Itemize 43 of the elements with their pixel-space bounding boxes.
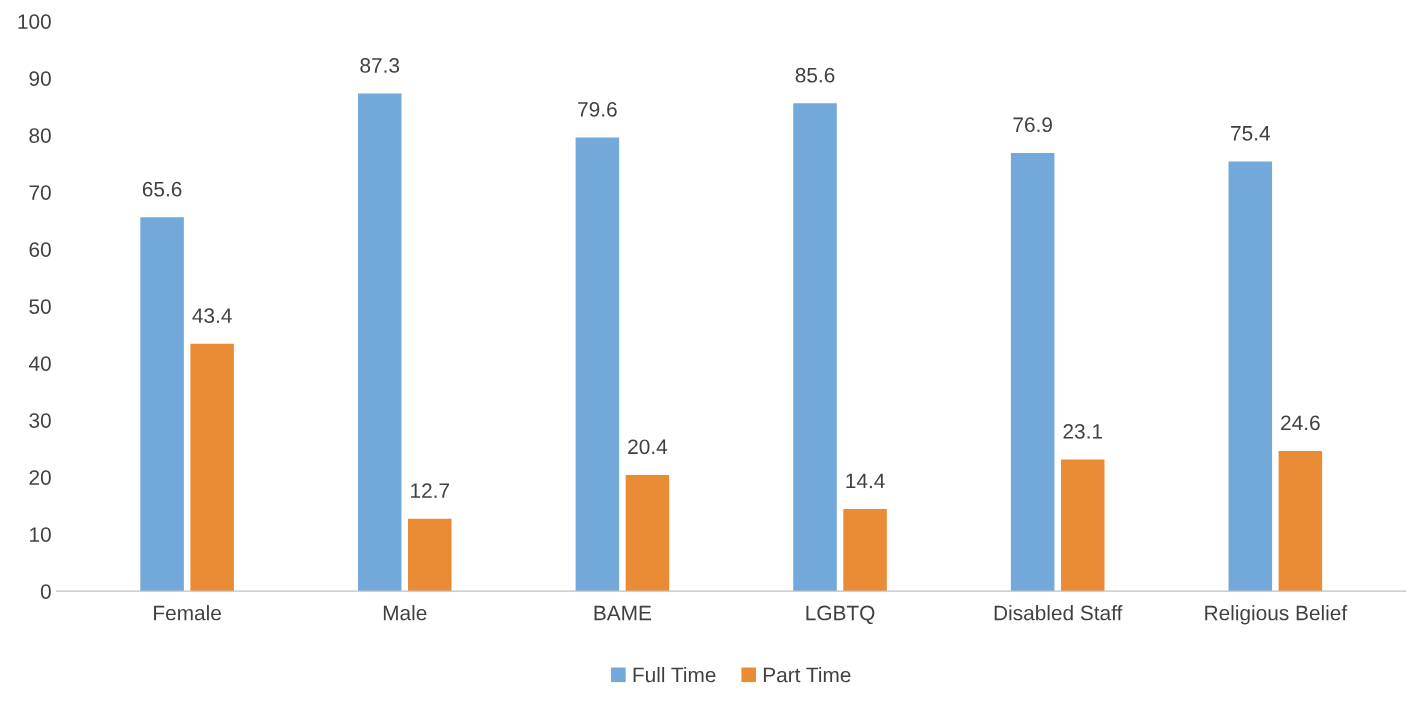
data-label: 75.4 [1231, 126, 1270, 141]
bar [575, 137, 620, 592]
bar [140, 217, 184, 592]
bar [793, 103, 837, 592]
x-tick-label: Religious Belief [1205, 605, 1348, 625]
data-label: 20.4 [628, 439, 668, 455]
y-tick-label: 70 [29, 185, 51, 200]
data-label: 14.4 [846, 473, 885, 489]
bar [1278, 450, 1323, 592]
bar [1228, 161, 1273, 592]
legend-label: Part Time [763, 667, 851, 683]
data-label: 65.6 [142, 181, 182, 197]
bar [1010, 152, 1055, 592]
y-tick-label: 50 [29, 299, 51, 314]
data-label: 76.9 [1013, 117, 1052, 133]
y-tick-label: 10 [30, 527, 51, 542]
x-tick-label: LGBTQ [806, 605, 875, 625]
legend-label: Full Time [633, 667, 716, 683]
y-tick-label: 0 [40, 584, 51, 599]
bar [357, 93, 402, 592]
data-label: 24.6 [1281, 415, 1320, 431]
x-tick-label: BAME [594, 605, 652, 621]
x-tick-label: Male [383, 605, 427, 621]
data-label: 12.7 [411, 483, 450, 498]
y-tick-label: 80 [29, 128, 51, 143]
data-label: 23.1 [1063, 423, 1102, 439]
y-tick-label: 90 [29, 71, 51, 86]
bar [625, 474, 670, 592]
data-label: 79.6 [578, 101, 617, 117]
data-label: 85.6 [795, 67, 835, 83]
y-tick-label: 60 [29, 242, 51, 257]
x-tick-label: Female [154, 605, 221, 621]
x-tick-label: Disabled Staff [994, 605, 1123, 621]
y-tick-label: 30 [29, 413, 51, 428]
y-tick-label: 40 [28, 356, 51, 371]
y-tick-label: 100 [18, 14, 51, 29]
bar [190, 343, 234, 592]
data-label: 87.3 [360, 58, 400, 73]
y-tick-label: 20 [29, 470, 51, 485]
bar [408, 518, 452, 592]
data-label: 43.4 [192, 308, 232, 324]
bar [843, 509, 887, 592]
bar [1060, 459, 1105, 592]
